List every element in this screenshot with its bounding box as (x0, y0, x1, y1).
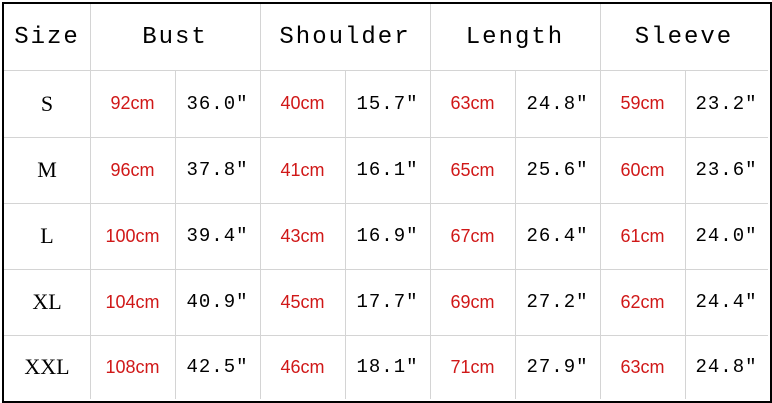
cm-value: 92cm (110, 93, 155, 113)
inch-value: 24.4" (695, 291, 758, 313)
inch-value: 15.7" (356, 92, 419, 115)
inch-value: 23.6" (695, 159, 758, 181)
grid-line (515, 70, 516, 399)
inch-value: 27.9" (526, 356, 589, 378)
inch-value: 16.9" (356, 225, 419, 247)
cm-value: 96cm (110, 159, 155, 180)
inch-value: 37.8" (186, 159, 249, 181)
grid-line (4, 203, 768, 204)
cm-value: 69cm (450, 291, 495, 312)
cm-value: 100cm (105, 225, 160, 246)
cm-value: 46cm (280, 356, 325, 377)
cm-value: 61cm (620, 225, 665, 246)
cm-value: 40cm (280, 93, 325, 113)
cm-value: 43cm (280, 225, 325, 246)
cm-value: 108cm (105, 356, 160, 377)
cm-value: 63cm (450, 93, 495, 113)
grid-line (4, 269, 768, 270)
grid-line (685, 70, 686, 399)
size-label: M (37, 157, 57, 182)
inch-value: 23.2" (695, 92, 758, 115)
inch-value: 42.5" (186, 356, 249, 378)
cm-value: 45cm (280, 291, 325, 312)
inch-value: 17.7" (356, 291, 419, 313)
inch-value: 24.8" (695, 356, 758, 378)
cm-value: 59cm (620, 93, 665, 113)
cm-value: 67cm (450, 225, 495, 246)
inch-value: 16.1" (356, 159, 419, 181)
grid-line (430, 4, 431, 399)
size-label: S (40, 90, 54, 116)
inch-value: 27.2" (526, 291, 589, 313)
grid-line (4, 70, 768, 71)
cm-value: 60cm (620, 159, 665, 180)
cm-value: 104cm (105, 291, 160, 312)
grid-line (4, 335, 768, 336)
inch-value: 24.8" (526, 92, 589, 115)
header-cell: Length (465, 23, 565, 51)
cm-value: 62cm (620, 291, 665, 312)
header-cell: Bust (142, 23, 208, 51)
inch-value: 26.4" (526, 225, 589, 247)
inch-value: 36.0" (186, 92, 249, 115)
header-cell: Shoulder (279, 23, 411, 51)
inch-value: 40.9" (186, 291, 249, 313)
size-label: L (40, 223, 54, 248)
header-cell: Sleeve (634, 23, 734, 51)
size-label: XXL (24, 354, 70, 379)
grid-line (90, 4, 91, 399)
inch-value: 18.1" (356, 356, 419, 378)
cm-value: 71cm (450, 356, 495, 377)
grid-line (345, 70, 346, 399)
inch-value: 25.6" (526, 159, 589, 181)
grid-line (175, 70, 176, 399)
size-label: XL (32, 289, 62, 314)
grid-line (600, 4, 601, 399)
grid-line (4, 137, 768, 138)
grid-line (260, 4, 261, 399)
header-cell: Size (14, 23, 80, 51)
inch-value: 39.4" (186, 225, 249, 247)
cm-value: 41cm (280, 159, 325, 180)
cm-value: 65cm (450, 159, 495, 180)
inch-value: 24.0" (695, 225, 758, 247)
cm-value: 63cm (620, 356, 665, 377)
